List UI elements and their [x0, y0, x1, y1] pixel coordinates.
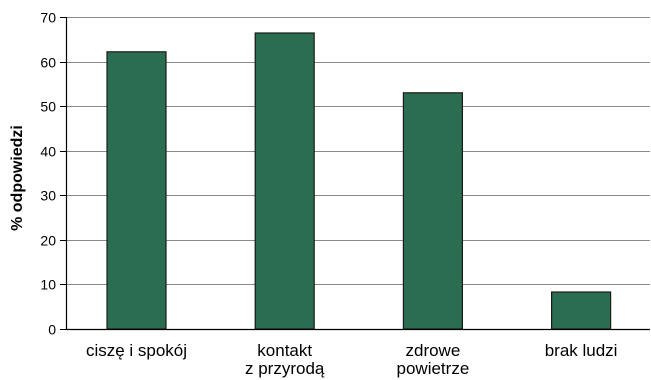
- x-tick-label-4: brak ludzi: [545, 341, 618, 360]
- x-tick-label-1: ciszę i spokój: [86, 341, 187, 360]
- bar-1: [106, 51, 167, 330]
- y-axis-ticks: 0 10 20 30 40 50 60 70: [40, 10, 66, 338]
- x-tick-label-3-line-1: zdrowe: [405, 341, 460, 360]
- bars: [106, 32, 612, 330]
- x-tick-label-2-line-2: z przyrodą: [245, 359, 325, 378]
- y-tick-label-50: 50: [40, 99, 56, 115]
- x-axis-labels: ciszę i spokój kontakt z przyrodą zdrowe pow…: [86, 341, 618, 378]
- bar-3: [402, 92, 463, 330]
- y-tick-label-70: 70: [40, 10, 56, 26]
- y-tick-label-10: 10: [40, 277, 56, 293]
- y-tick-label-60: 60: [40, 55, 56, 71]
- y-tick-label-0: 0: [48, 322, 56, 338]
- x-tick-label-3-line-2: powietrze: [397, 359, 470, 378]
- x-tick-label-1-line-1: ciszę i spokój: [86, 341, 187, 360]
- x-tick-label-2-line-1: kontakt: [257, 341, 312, 360]
- x-tick-label-4-line-1: brak ludzi: [545, 341, 618, 360]
- x-tick-label-3: zdrowe powietrze: [397, 341, 470, 378]
- axes: [65, 17, 650, 331]
- bar-4: [550, 291, 612, 330]
- y-tick-label-20: 20: [40, 233, 56, 249]
- y-tick-label-40: 40: [40, 144, 56, 160]
- y-tick-label-30: 30: [40, 188, 56, 204]
- y-axis-title: % odpowiedzi: [9, 125, 26, 231]
- bar-2: [254, 32, 315, 330]
- x-tick-label-2: kontakt z przyrodą: [245, 341, 325, 378]
